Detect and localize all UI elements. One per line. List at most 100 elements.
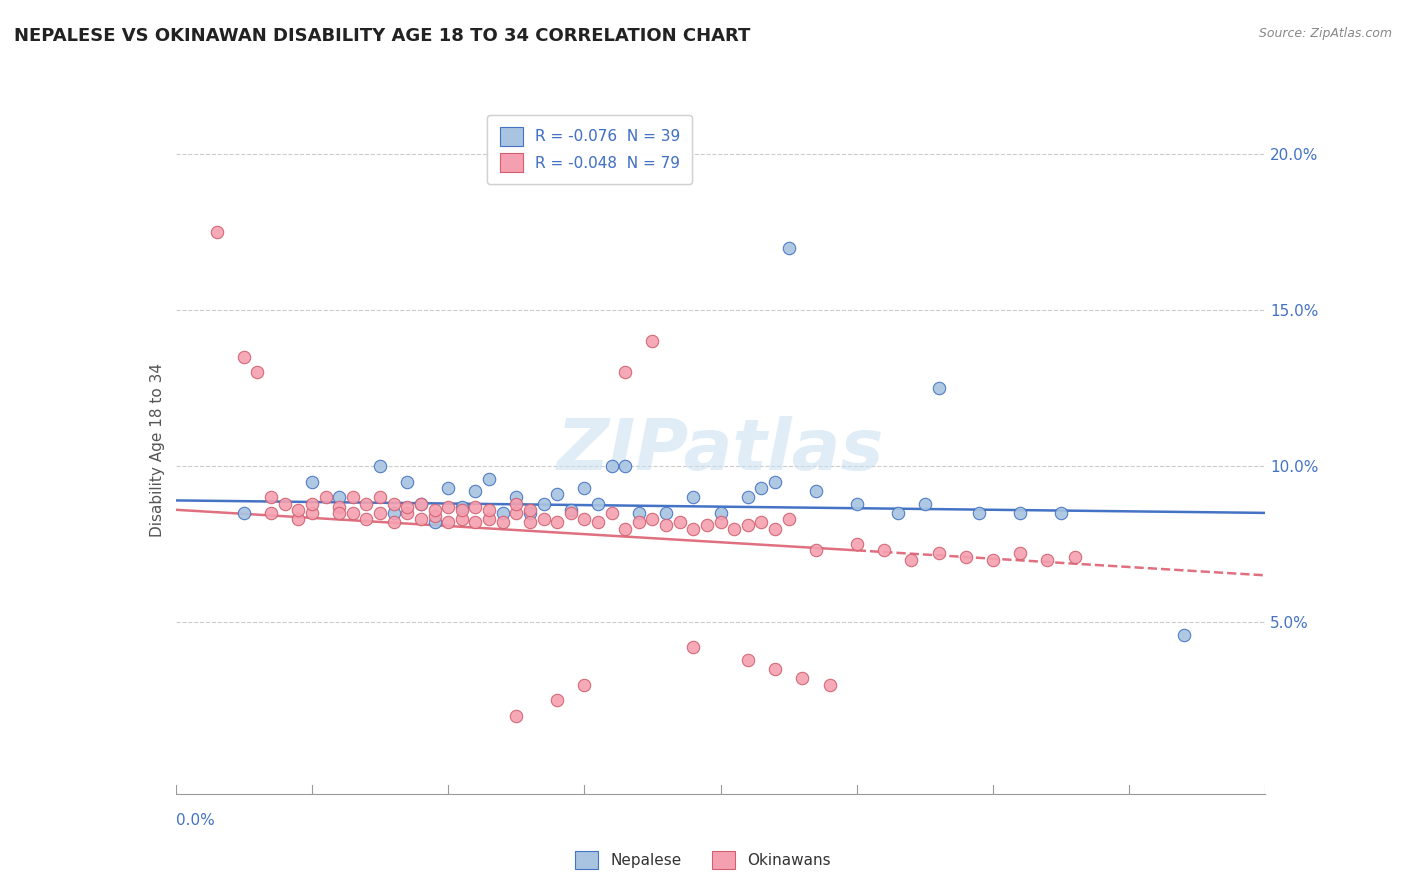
- Point: [328, 490, 350, 504]
- Point: [464, 500, 486, 514]
- Point: [586, 515, 609, 529]
- Point: [981, 552, 1004, 567]
- Point: [792, 671, 814, 685]
- Point: [382, 515, 405, 529]
- Point: [328, 500, 350, 514]
- Legend: R = -0.076  N = 39, R = -0.048  N = 79: R = -0.076 N = 39, R = -0.048 N = 79: [488, 115, 692, 184]
- Point: [560, 506, 582, 520]
- Point: [655, 518, 678, 533]
- Point: [574, 678, 596, 692]
- Point: [519, 515, 541, 529]
- Point: [886, 506, 908, 520]
- Point: [409, 512, 432, 526]
- Text: 0.0%: 0.0%: [176, 814, 215, 828]
- Point: [614, 366, 637, 380]
- Point: [274, 496, 297, 510]
- Point: [1173, 628, 1195, 642]
- Point: [804, 483, 827, 498]
- Point: [260, 506, 283, 520]
- Point: [519, 503, 541, 517]
- Point: [900, 552, 922, 567]
- Point: [409, 496, 432, 510]
- Point: [450, 512, 472, 526]
- Point: [519, 506, 541, 520]
- Point: [464, 515, 486, 529]
- Point: [710, 515, 733, 529]
- Point: [533, 496, 555, 510]
- Point: [627, 515, 650, 529]
- Point: [737, 518, 759, 533]
- Point: [368, 506, 391, 520]
- Point: [763, 475, 786, 489]
- Point: [437, 515, 460, 529]
- Point: [723, 521, 745, 535]
- Point: [586, 496, 609, 510]
- Point: [560, 503, 582, 517]
- Point: [205, 225, 228, 239]
- Point: [342, 490, 364, 504]
- Point: [614, 458, 637, 473]
- Legend: Nepalese, Okinawans: Nepalese, Okinawans: [569, 845, 837, 875]
- Point: [423, 508, 446, 523]
- Point: [260, 490, 283, 504]
- Point: [928, 381, 950, 395]
- Point: [1036, 552, 1059, 567]
- Point: [450, 503, 472, 517]
- Point: [287, 512, 309, 526]
- Point: [600, 458, 623, 473]
- Point: [1063, 549, 1085, 564]
- Point: [301, 506, 323, 520]
- Point: [301, 475, 323, 489]
- Point: [328, 506, 350, 520]
- Point: [301, 496, 323, 510]
- Point: [368, 458, 391, 473]
- Point: [763, 662, 786, 676]
- Point: [682, 640, 704, 655]
- Point: [505, 490, 527, 504]
- Point: [492, 506, 515, 520]
- Point: [450, 500, 472, 514]
- Point: [682, 521, 704, 535]
- Text: Source: ZipAtlas.com: Source: ZipAtlas.com: [1258, 27, 1392, 40]
- Point: [778, 512, 800, 526]
- Text: ZIPatlas: ZIPatlas: [557, 416, 884, 485]
- Point: [710, 506, 733, 520]
- Point: [246, 366, 269, 380]
- Y-axis label: Disability Age 18 to 34: Disability Age 18 to 34: [149, 363, 165, 538]
- Point: [928, 546, 950, 561]
- Point: [737, 490, 759, 504]
- Point: [737, 653, 759, 667]
- Point: [505, 506, 527, 520]
- Point: [696, 518, 718, 533]
- Point: [409, 496, 432, 510]
- Point: [368, 490, 391, 504]
- Point: [423, 515, 446, 529]
- Point: [396, 475, 419, 489]
- Point: [1010, 546, 1032, 561]
- Point: [423, 503, 446, 517]
- Point: [804, 543, 827, 558]
- Point: [315, 490, 337, 504]
- Point: [845, 537, 868, 551]
- Point: [382, 506, 405, 520]
- Point: [546, 693, 568, 707]
- Point: [914, 496, 936, 510]
- Point: [955, 549, 977, 564]
- Point: [763, 521, 786, 535]
- Point: [478, 503, 501, 517]
- Point: [382, 496, 405, 510]
- Point: [845, 496, 868, 510]
- Point: [396, 506, 419, 520]
- Point: [505, 496, 527, 510]
- Point: [546, 487, 568, 501]
- Point: [232, 350, 254, 364]
- Point: [682, 490, 704, 504]
- Point: [356, 512, 378, 526]
- Text: NEPALESE VS OKINAWAN DISABILITY AGE 18 TO 34 CORRELATION CHART: NEPALESE VS OKINAWAN DISABILITY AGE 18 T…: [14, 27, 751, 45]
- Point: [641, 512, 664, 526]
- Point: [287, 503, 309, 517]
- Point: [969, 506, 991, 520]
- Point: [818, 678, 841, 692]
- Point: [668, 515, 690, 529]
- Point: [627, 506, 650, 520]
